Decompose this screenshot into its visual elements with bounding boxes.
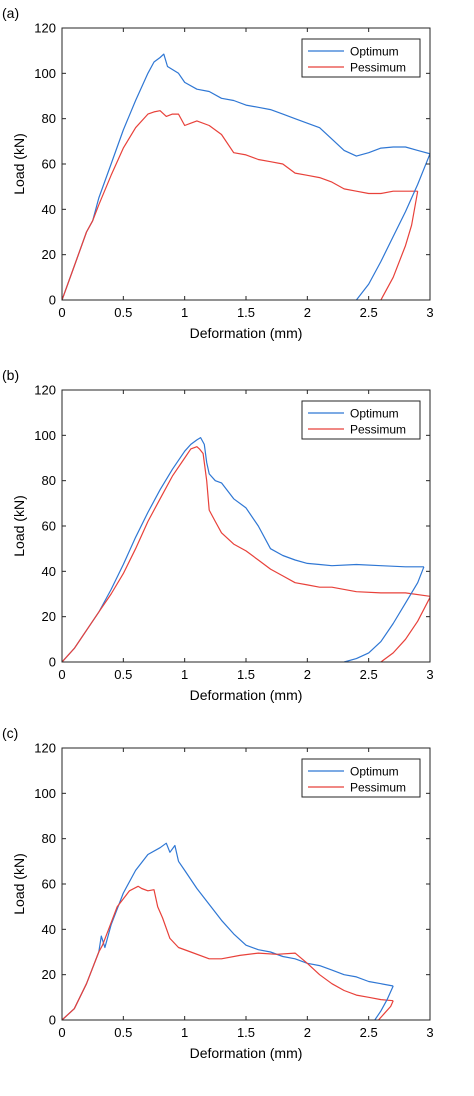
x-axis-title: Deformation (mm): [190, 1045, 303, 1061]
legend-label-pessimum: Pessimum: [350, 781, 406, 795]
x-tick-label: 0: [58, 667, 65, 682]
y-tick-label: 80: [42, 111, 56, 126]
x-tick-label: 0: [58, 1025, 65, 1040]
series-line-unloading-pessimum: [380, 191, 419, 300]
series-line-optimum: [62, 842, 394, 1020]
series-line-pessimum: [62, 446, 430, 662]
legend-box: [301, 758, 421, 798]
legend-label-pessimum: Pessimum: [350, 423, 406, 437]
series-lines: [62, 53, 430, 300]
chart-panel-1: (a) 0 0.5 1 1.5 2 2.5 3 0 20 40 60 80 100 120 Deformati…: [2, 5, 434, 341]
y-tick-label: 20: [42, 967, 56, 982]
x-tick-label: 2: [304, 667, 311, 682]
x-tick-label: 2.5: [360, 305, 378, 320]
y-tick-label: 40: [42, 564, 56, 579]
x-tick-label: 1: [181, 667, 188, 682]
x-tick-label: 0.5: [114, 1025, 132, 1040]
series-line-optimum: [62, 53, 430, 300]
panel-label: (a): [2, 5, 19, 21]
chart-panel-3: (c) 0 0.5 1 1.5 2 2.5 3 0 20 40 60 80 100 120 Deformati…: [2, 725, 434, 1061]
x-tick-label: 3: [426, 1025, 433, 1040]
legend-label-optimum: Optimum: [350, 45, 399, 59]
series-line-optimum: [62, 437, 424, 662]
y-tick-label: 80: [42, 473, 56, 488]
y-tick-label: 0: [49, 655, 56, 670]
y-tick-label: 120: [34, 383, 56, 398]
y-axis-title: Load (kN): [11, 853, 27, 914]
y-tick-label: 20: [42, 247, 56, 262]
x-tick-label: 2: [304, 305, 311, 320]
x-tick-label: 0.5: [114, 667, 132, 682]
y-axis-title: Load (kN): [11, 495, 27, 556]
legend: Optimum Pessimum: [301, 758, 421, 798]
x-tick-label: 1.5: [237, 667, 255, 682]
x-tick-label: 0: [58, 305, 65, 320]
y-tick-label: 40: [42, 202, 56, 217]
y-tick-label: 0: [49, 293, 56, 308]
x-tick-label: 3: [426, 667, 433, 682]
y-tick-label: 80: [42, 831, 56, 846]
series-line-unloading-optimum: [374, 985, 394, 1020]
x-tick-label: 2.5: [360, 667, 378, 682]
y-tick-label: 100: [34, 66, 56, 81]
series-line-unloading-optimum: [343, 566, 425, 662]
x-tick-label: 1.5: [237, 305, 255, 320]
legend: Optimum Pessimum: [301, 38, 421, 78]
y-tick-label: 100: [34, 428, 56, 443]
series-line-pessimum: [62, 110, 418, 300]
y-axis-title: Load (kN): [11, 133, 27, 194]
chart-panel-2: (b) 0 0.5 1 1.5 2 2.5 3 0 20 40 60 80 100 120 Deformati…: [2, 367, 434, 703]
series-lines: [62, 842, 394, 1020]
x-tick-label: 1.5: [237, 1025, 255, 1040]
legend-box: [301, 400, 421, 440]
x-tick-label: 2: [304, 1025, 311, 1040]
legend-box: [301, 38, 421, 78]
x-tick-label: 1: [181, 305, 188, 320]
x-tick-label: 0.5: [114, 305, 132, 320]
series-line-unloading-optimum: [355, 153, 430, 300]
panel-label: (b): [2, 367, 19, 383]
x-tick-label: 3: [426, 305, 433, 320]
series-line-unloading-pessimum: [378, 1000, 394, 1020]
y-tick-label: 60: [42, 519, 56, 534]
x-axis-title: Deformation (mm): [190, 687, 303, 703]
y-tick-label: 120: [34, 21, 56, 36]
legend-label-optimum: Optimum: [350, 765, 399, 779]
x-tick-label: 1: [181, 1025, 188, 1040]
series-line-unloading-pessimum: [380, 597, 430, 662]
series-lines: [62, 437, 430, 662]
panel-label: (c): [2, 725, 18, 741]
series-line-pessimum: [62, 885, 394, 1020]
y-tick-label: 120: [34, 741, 56, 756]
x-axis-title: Deformation (mm): [190, 325, 303, 341]
legend-label-optimum: Optimum: [350, 407, 399, 421]
y-tick-label: 100: [34, 786, 56, 801]
x-tick-label: 2.5: [360, 1025, 378, 1040]
y-tick-label: 0: [49, 1013, 56, 1028]
legend: Optimum Pessimum: [301, 400, 421, 440]
y-tick-label: 20: [42, 609, 56, 624]
legend-label-pessimum: Pessimum: [350, 61, 406, 75]
y-tick-label: 40: [42, 922, 56, 937]
y-tick-label: 60: [42, 877, 56, 892]
y-tick-label: 60: [42, 157, 56, 172]
